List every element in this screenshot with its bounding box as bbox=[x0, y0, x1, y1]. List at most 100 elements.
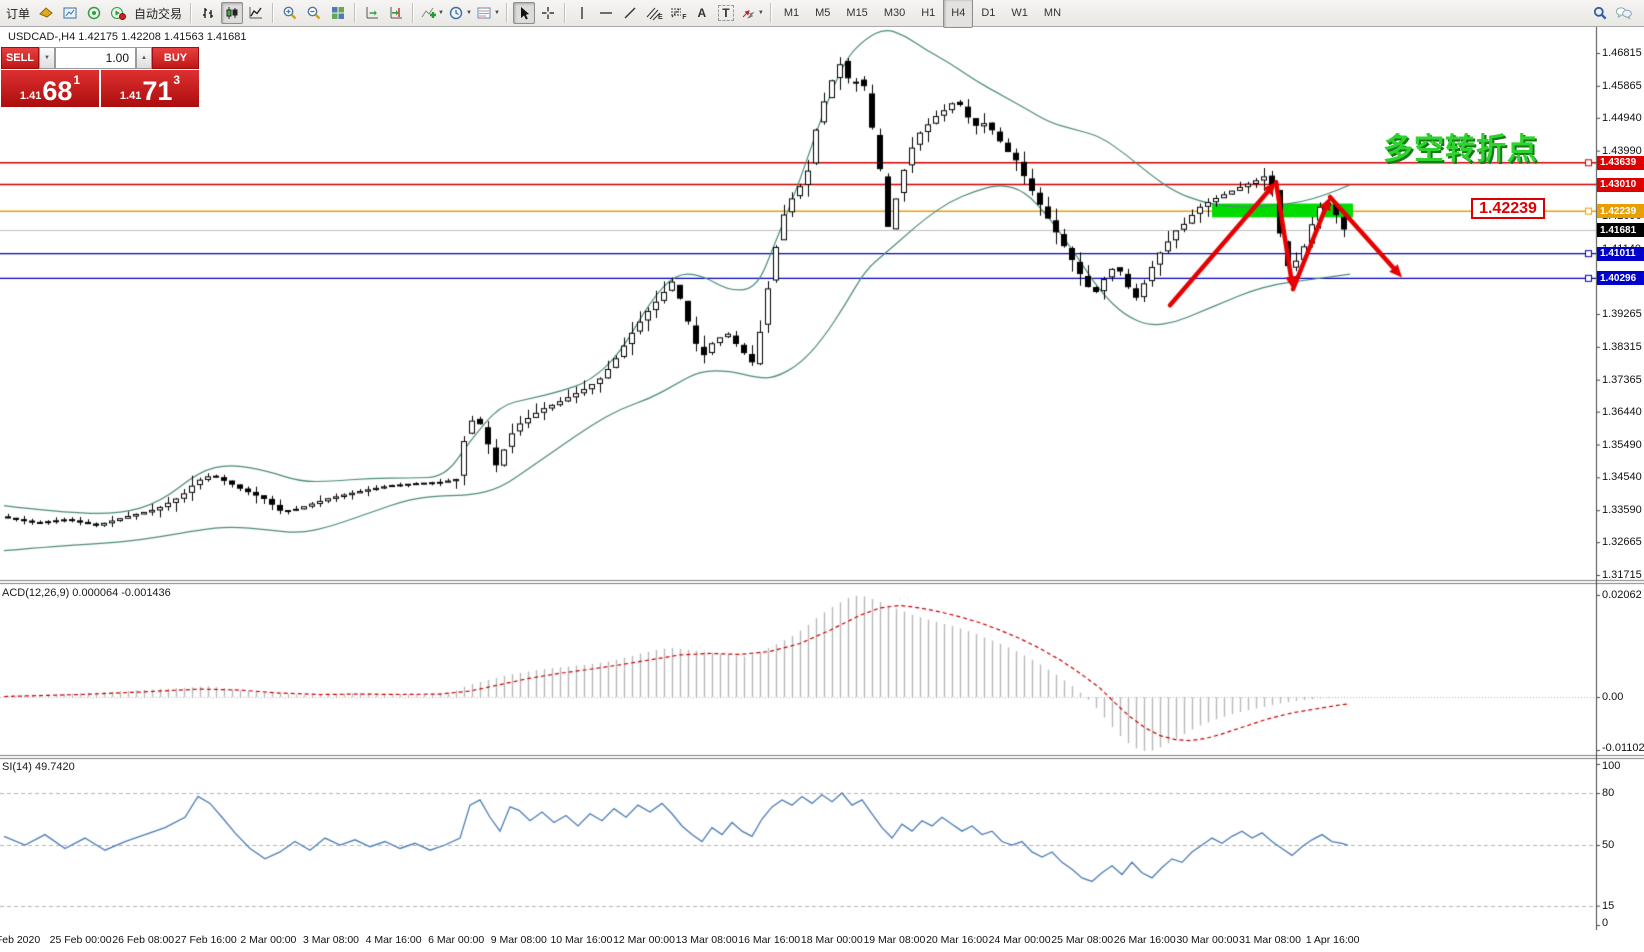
zoom-out-button[interactable] bbox=[303, 2, 325, 24]
buy-button[interactable]: BUY bbox=[152, 47, 199, 69]
price-tick-label: 1.32665 bbox=[1602, 536, 1642, 549]
trendline-tool-button[interactable] bbox=[619, 2, 641, 24]
price-tick-label: 1.43990 bbox=[1602, 144, 1642, 157]
text-label-tool-button[interactable]: T bbox=[715, 2, 737, 24]
cursor-tool-button[interactable] bbox=[512, 2, 535, 24]
time-tick-label: 24 Mar 00:00 bbox=[988, 934, 1051, 946]
macd-scale-label: -0.011023 bbox=[1602, 742, 1644, 754]
timeframe-button-w1[interactable]: W1 bbox=[1011, 7, 1028, 19]
chart-shift-icon bbox=[390, 7, 403, 19]
price-tick-label: 1.44940 bbox=[1602, 111, 1642, 124]
line-chart-mode-button[interactable] bbox=[245, 2, 267, 24]
search-button[interactable] bbox=[1589, 2, 1611, 24]
chart-shift-button[interactable] bbox=[385, 2, 407, 24]
tile-windows-button[interactable] bbox=[327, 2, 349, 24]
vertical-line-tool-button[interactable] bbox=[571, 2, 593, 24]
toolbar-separator bbox=[769, 3, 772, 23]
crosshair-icon bbox=[541, 7, 554, 19]
toolbar-separator bbox=[412, 3, 415, 23]
time-tick-label: 20 Mar 16:00 bbox=[926, 934, 988, 946]
timeframe-button-m30[interactable]: M30 bbox=[883, 7, 906, 19]
autotrading-label[interactable]: 自动交易 bbox=[134, 6, 183, 21]
price-tick-label: 1.38315 bbox=[1602, 340, 1642, 353]
chevron-down-icon: ▼ bbox=[757, 10, 764, 16]
rsi-scale-label: 80 bbox=[1602, 787, 1615, 799]
sell-price-prefix: 1.41 bbox=[19, 90, 42, 102]
volume-decrease-button[interactable]: ▼ bbox=[39, 47, 55, 69]
auto-scroll-button[interactable] bbox=[361, 2, 383, 24]
trendline-icon bbox=[624, 7, 636, 19]
channel-letter: E bbox=[658, 13, 663, 21]
toolbar-right-group bbox=[1588, 2, 1636, 24]
rsi-scale-label: 50 bbox=[1602, 839, 1615, 851]
price-callout-box[interactable]: 1.42239 bbox=[1471, 198, 1545, 219]
time-tick-label: 13 Mar 08:00 bbox=[675, 934, 738, 946]
periods-button[interactable]: ▼ bbox=[447, 2, 473, 24]
orders-label[interactable]: 订单 bbox=[6, 6, 31, 21]
horizontal-line-icon bbox=[599, 12, 612, 14]
price-tick-label: 1.39265 bbox=[1602, 308, 1642, 320]
time-tick-label: 6 Mar 00:00 bbox=[428, 934, 485, 946]
templates-button[interactable]: ▼ bbox=[475, 2, 501, 24]
candle-chart-mode-button[interactable] bbox=[221, 2, 244, 24]
rsi-scale-label: 100 bbox=[1602, 760, 1621, 772]
sell-button[interactable]: SELL bbox=[1, 47, 39, 69]
text-tool-button[interactable]: A bbox=[691, 2, 713, 24]
timeframe-button-h1[interactable]: H1 bbox=[921, 7, 936, 19]
new-order-icon bbox=[39, 7, 53, 18]
fibonacci-tool-button[interactable]: F bbox=[667, 2, 689, 24]
time-tick-label: 26 Mar 16:00 bbox=[1113, 934, 1176, 946]
timeframe-button-d1[interactable]: D1 bbox=[981, 7, 996, 19]
crosshair-tool-button[interactable] bbox=[537, 2, 559, 24]
buy-price-point: 3 bbox=[173, 73, 181, 87]
time-tick-label: 16 Mar 16:00 bbox=[738, 934, 801, 946]
timeframe-button-h4[interactable]: H4 bbox=[943, 0, 974, 28]
buy-price-display[interactable]: 1.41 71 3 bbox=[101, 70, 199, 107]
timeframe-button-mn[interactable]: MN bbox=[1043, 7, 1062, 19]
news-button[interactable] bbox=[83, 2, 105, 24]
channel-tool-button[interactable]: E bbox=[643, 2, 665, 24]
price-tick-label: 1.37365 bbox=[1602, 373, 1642, 386]
volume-input[interactable]: 1.00 bbox=[55, 47, 136, 69]
arrows-tool-button[interactable]: ▼ bbox=[739, 2, 765, 24]
chevron-down-icon: ▼ bbox=[465, 10, 472, 16]
zoom-in-button[interactable] bbox=[279, 2, 301, 24]
text-label-tool-icon: T bbox=[718, 5, 734, 21]
time-tick-label: 30 Mar 00:00 bbox=[1176, 934, 1239, 946]
time-tick-label: 12 Mar 00:00 bbox=[613, 934, 675, 946]
horizontal-line-tool-button[interactable] bbox=[595, 2, 617, 24]
time-tick-label: 1 Apr 16:00 bbox=[1305, 934, 1360, 946]
bar-chart-mode-button[interactable] bbox=[197, 2, 219, 24]
search-icon bbox=[1593, 6, 1607, 20]
autotrading-icon bbox=[111, 7, 127, 20]
chart-canvas[interactable] bbox=[0, 27, 1644, 930]
chat-button[interactable] bbox=[1613, 2, 1635, 24]
time-tick-label: 9 Mar 08:00 bbox=[490, 934, 547, 946]
time-tick-label: 25 Mar 08:00 bbox=[1051, 934, 1114, 946]
chart-window-button[interactable] bbox=[59, 2, 81, 24]
timeframe-button-m5[interactable]: M5 bbox=[815, 7, 831, 19]
sell-price-display[interactable]: 1.41 68 1 bbox=[1, 70, 99, 107]
autotrading-button[interactable] bbox=[107, 2, 129, 24]
price-tick-label: 1.46815 bbox=[1602, 47, 1642, 59]
timeframe-button-m1[interactable]: M1 bbox=[783, 7, 800, 19]
timeframe-button-m15[interactable]: M15 bbox=[846, 7, 868, 19]
equidistant-channel-icon bbox=[646, 7, 661, 21]
volume-increase-button[interactable]: ▲ bbox=[136, 47, 152, 69]
sell-price-pips: 68 bbox=[42, 76, 73, 106]
bar-chart-icon bbox=[203, 8, 214, 18]
fibonacci-letter: F bbox=[682, 13, 687, 21]
time-tick-label: 3 Mar 08:00 bbox=[302, 934, 360, 946]
time-tick-label: 4 Mar 16:00 bbox=[365, 934, 422, 946]
vertical-line-icon bbox=[581, 7, 583, 19]
indicators-icon bbox=[421, 7, 437, 18]
indicators-button[interactable]: ▼ bbox=[419, 2, 445, 24]
cursor-icon bbox=[520, 7, 529, 20]
time-tick-label: 2 Mar 00:00 bbox=[240, 934, 297, 946]
fibonacci-icon bbox=[671, 7, 682, 18]
price-level-badge: 1.42239 bbox=[1597, 204, 1644, 219]
zoom-in-icon bbox=[283, 6, 297, 20]
candlestick-chart-icon bbox=[226, 7, 238, 19]
new-order-button[interactable] bbox=[35, 2, 57, 24]
